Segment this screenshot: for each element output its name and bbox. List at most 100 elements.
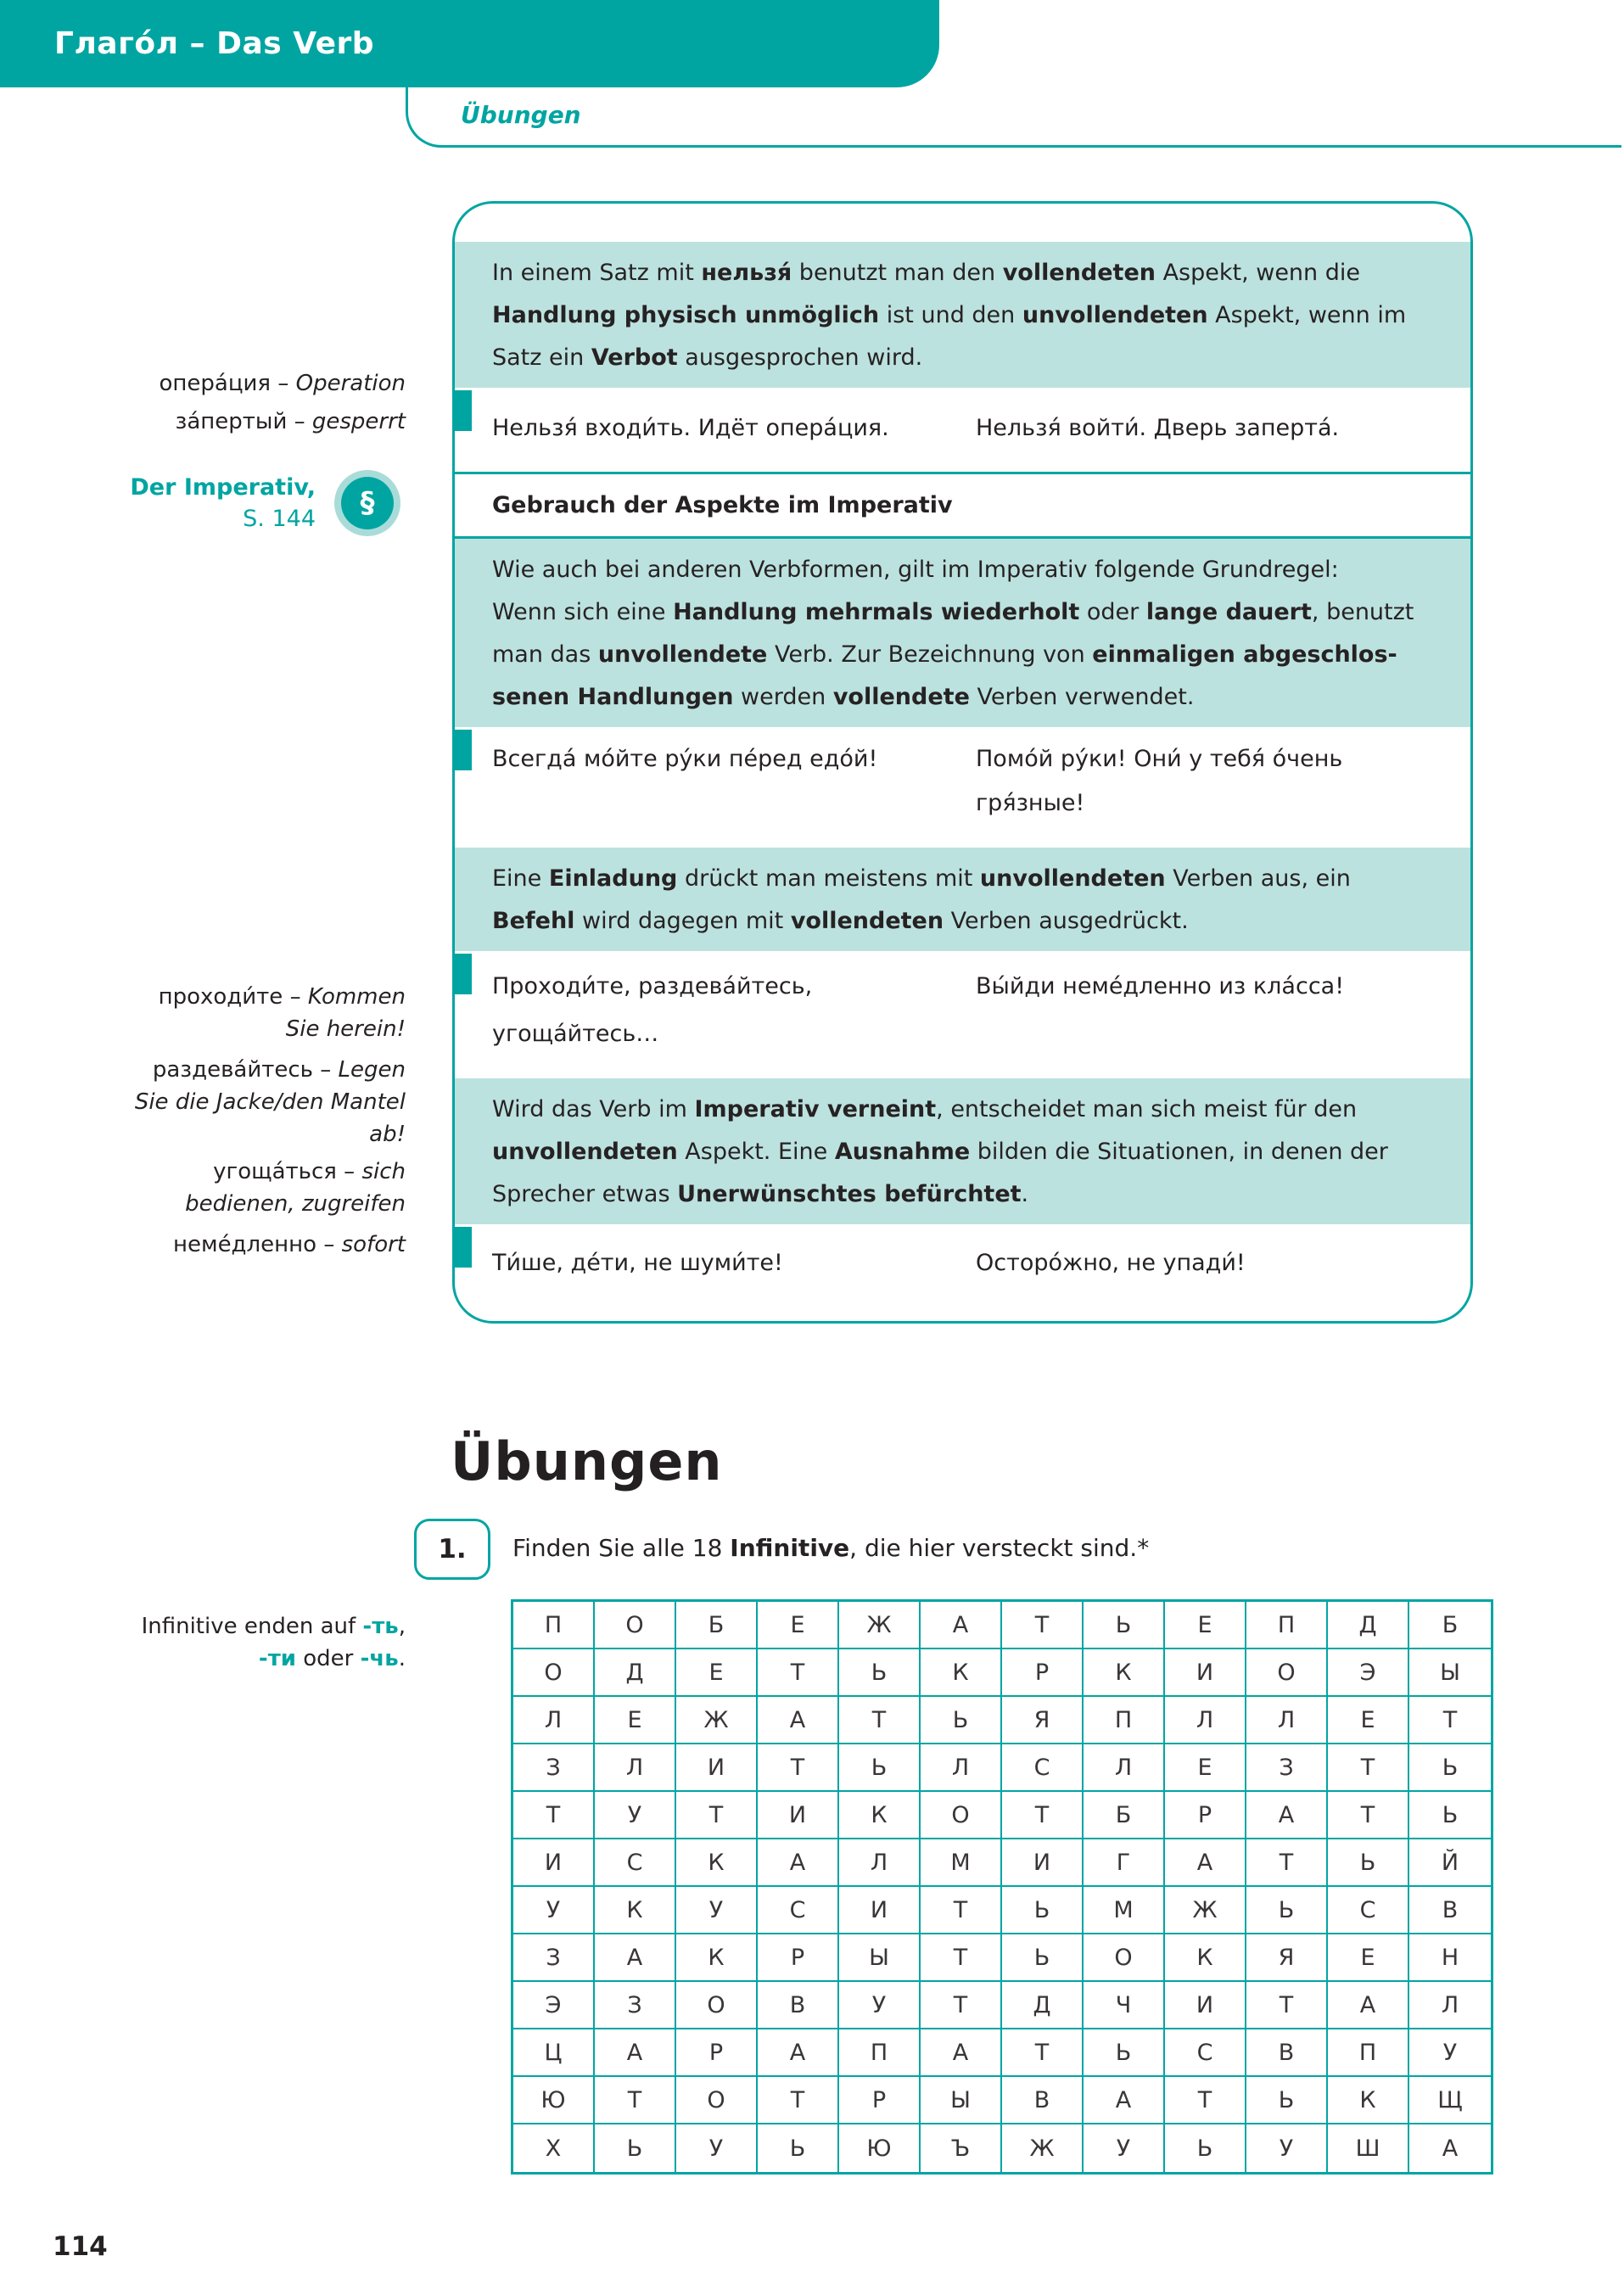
grid-cell: Л [1084,1744,1165,1792]
chapter-header-band: Глаго́л – Das Verb [0,0,939,87]
grid-cell: Л [595,1744,676,1792]
grid-cell: В [1246,2029,1328,2077]
grid-cell: Л [1246,1697,1328,1744]
grid-cell: Е [1165,1602,1246,1649]
example-left: Проходи́те, раздева́йтесь, угоща́йтесь… [492,963,1447,1058]
example-left: Ти́ше, де́ти, не шуми́те! [492,1241,1447,1285]
grid-cell: Ы [839,1934,921,1982]
text-line: man das unvollendete Verb. Zur Bezeichnu… [492,641,1397,668]
margin-note-vocab: раздева́йтесь – Legen Sie die Jacke/den M… [135,1054,406,1150]
example-right: Нельзя́ войти́. Дверь заперта́. [976,406,1339,451]
grid-cell: И [1165,1649,1246,1697]
grid-cell: Т [676,1792,758,1839]
grid-cell: О [921,1792,1002,1839]
grid-cell: Т [1409,1697,1491,1744]
example-right: Помо́й ру́ки! Они́ у тебя́ о́чень гря́зны… [976,737,1342,826]
grid-cell: К [921,1649,1002,1697]
margin-note-vocab: проходи́те – Kommen Sie herein! [159,981,406,1045]
grid-cell: Р [676,2029,758,2077]
text-line: раздева́йтесь – Legen [152,1057,406,1083]
grid-cell: У [595,1792,676,1839]
example-text-line: Помо́й ру́ки! Они́ у тебя́ о́чень [976,746,1343,772]
grid-cell: И [839,1887,921,1934]
example-right: Осторо́жно, не упади́! [976,1241,1246,1285]
text-line: Satz ein Verbot ausgesprochen wird. [492,344,923,371]
grid-cell: Ю [839,2124,921,2172]
exercises-heading: Übungen [451,1430,723,1492]
grid-cell: Е [1165,1744,1246,1792]
grid-cell: К [595,1887,676,1934]
grid-cell: У [676,1887,758,1934]
grid-cell: Л [513,1697,595,1744]
grid-cell: И [758,1792,839,1839]
grid-cell: Е [758,1602,839,1649]
example-text-line: Проходи́те, раздева́йтесь, [492,973,813,999]
grid-cell: Ы [1409,1649,1491,1697]
divider [455,472,1470,474]
grid-cell: И [1165,1982,1246,2029]
grid-cell: Ь [1002,1934,1084,1982]
grid-cell: Ь [1084,1602,1165,1649]
text-line: ab! [369,1122,406,1147]
grid-cell: О [1084,1934,1165,1982]
grid-cell: Т [1328,1792,1409,1839]
example-left: Всегда́ мо́йте ру́ки пе́ред едо́й! [492,737,1447,781]
grid-cell: У [1084,2124,1165,2172]
grid-cell: А [758,1697,839,1744]
grid-cell: Р [839,2077,921,2124]
grid-cell: У [513,1887,595,1934]
grid-cell: Д [595,1649,676,1697]
grid-cell: Г [1084,1839,1165,1887]
grid-cell: Ч [1084,1982,1165,2029]
grid-cell: А [595,1934,676,1982]
grid-cell: Т [758,1649,839,1697]
text-line: Wie auch bei anderen Verbformen, gilt im… [492,557,1339,583]
example-text-line: Нельзя́ входи́ть. Идёт опера́ция. [492,415,889,441]
grid-cell: А [595,2029,676,2077]
grid-cell: Т [1002,2029,1084,2077]
grid-cell: Б [1084,1792,1165,1839]
text-line: за́пертый – gesperrt [175,409,406,434]
grid-cell: Ж [1165,1887,1246,1934]
grid-cell: Т [921,1934,1002,1982]
exercise-instruction: Finden Sie alle 18 Infinitive, die hier … [512,1534,1149,1562]
grid-cell: П [1084,1697,1165,1744]
text-line: Wird das Verb im Imperativ verneint, ent… [492,1096,1358,1122]
grid-cell: О [595,1602,676,1649]
text-line: Wenn sich eine Handlung mehrmals wiederh… [492,599,1414,625]
paragraph-icon: § [341,477,394,529]
grid-cell: В [1409,1887,1491,1934]
grid-cell: Ж [1002,2124,1084,2172]
grid-cell: К [1165,1934,1246,1982]
grid-cell: Л [1409,1982,1491,2029]
grid-cell: А [1165,1839,1246,1887]
grid-cell: М [1084,1887,1165,1934]
grid-cell: У [839,1982,921,2029]
grid-cell: Я [1002,1697,1084,1744]
text-line: Finden Sie alle 18 Infinitive, die hier … [512,1534,1150,1562]
grid-cell: Л [839,1839,921,1887]
example-row: Всегда́ мо́йте ру́ки пе́ред едо́й! Помо́… [455,727,1470,848]
grid-cell: П [839,2029,921,2077]
grid-cell: З [1246,1744,1328,1792]
grid-cell: О [676,2077,758,2124]
text-line: Befehl wird dagegen mit vollendeten Verb… [492,908,1189,934]
grid-cell: Р [758,1934,839,1982]
example-marker [455,390,472,431]
example-text-line: гря́зные! [976,790,1085,816]
paragraph-section-icon: § [334,470,400,536]
margin-note-vocab: опера́ция – Operation [160,365,406,403]
grid-cell: Ц [513,2029,595,2077]
grammar-paragraph: Wie auch bei anderen Verbformen, gilt im… [455,539,1470,727]
grid-cell: Т [1246,1839,1328,1887]
grid-cell: Н [1409,1934,1491,1982]
example-right: Вы́йди неме́дленно из кла́сса! [976,963,1344,1010]
grid-cell: Ь [839,1649,921,1697]
example-text-line: Всегда́ мо́йте ру́ки пе́ред едо́й! [492,746,878,772]
margin-note-hint: Infinitive enden auf -ть, -ти oder -чь. [142,1610,406,1675]
grid-cell: Р [1002,1649,1084,1697]
grid-cell: Е [1328,1697,1409,1744]
grid-cell: Б [1409,1602,1491,1649]
grid-cell: И [676,1744,758,1792]
